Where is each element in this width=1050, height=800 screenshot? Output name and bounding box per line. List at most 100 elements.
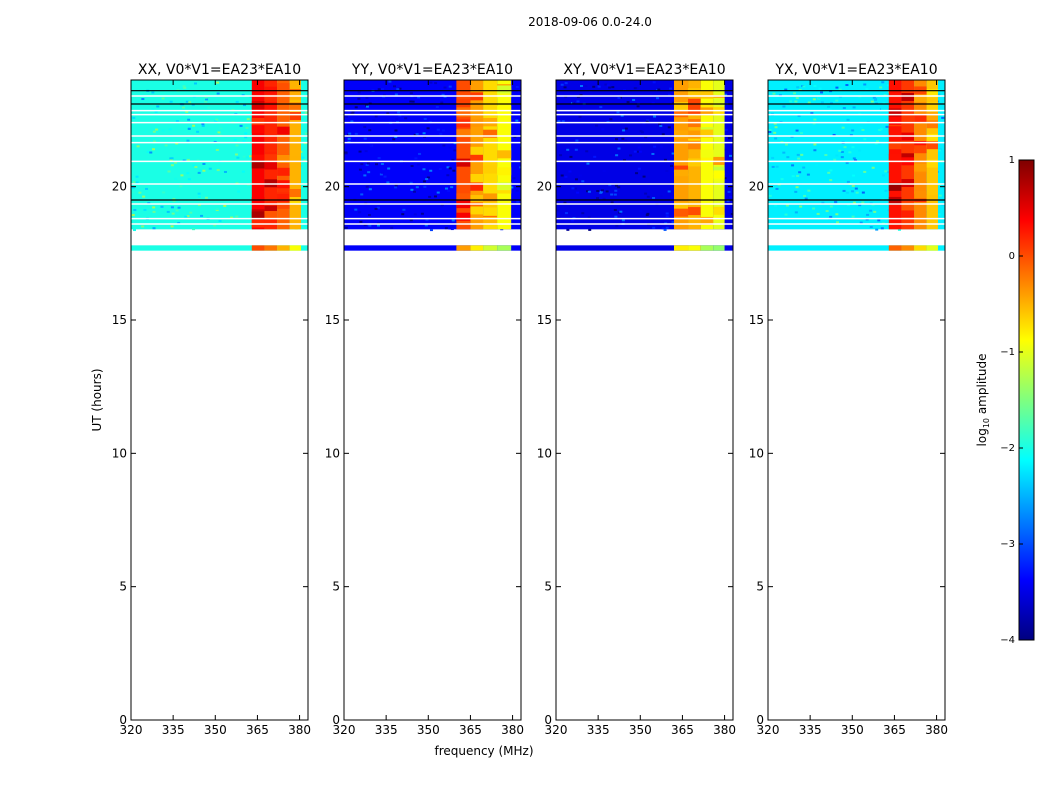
heatmap-speckle [626, 101, 630, 104]
heatmap-speckle [846, 204, 850, 207]
heatmap-speckle [204, 100, 208, 103]
heatmap-speckle [938, 149, 942, 152]
heatmap-band-cell [914, 94, 927, 103]
heatmap-band-cell [497, 182, 512, 191]
heatmap-speckle [422, 180, 426, 183]
heatmap-speckle [726, 199, 730, 202]
y-tick-label: 0 [544, 713, 552, 727]
heatmap-speckle [425, 218, 429, 221]
heatmap-speckle [616, 111, 620, 114]
heatmap-speckle [727, 137, 731, 140]
heatmap-speckle [879, 128, 883, 131]
heatmap-speckle [207, 106, 211, 109]
heatmap-speckle [780, 178, 784, 181]
heatmap-background-lower [768, 245, 945, 251]
heatmap-speckle [175, 209, 179, 212]
panel-title: XY, V0*V1=EA23*EA10 [563, 62, 725, 78]
heatmap-speckle [620, 114, 624, 117]
heatmap-speckle [133, 229, 137, 232]
heatmap-speckle [587, 190, 591, 193]
heatmap-speckle [825, 210, 829, 213]
heatmap-speckle [383, 175, 387, 178]
y-tick-label: 10 [749, 446, 764, 460]
heatmap-speckle [614, 215, 618, 218]
heatmap-speckle [388, 80, 392, 83]
heatmap-band [483, 80, 498, 230]
heatmap-speckle [304, 111, 308, 114]
heatmap-speckle [937, 89, 941, 92]
heatmap-band-cell [456, 129, 471, 138]
panel-heatmap [344, 80, 521, 251]
heatmap-band-cell [456, 212, 471, 221]
heatmap-speckle [180, 174, 184, 177]
heatmap-band-lower [674, 245, 689, 251]
heatmap-speckle [167, 170, 171, 173]
heatmap-background-lower [131, 245, 308, 251]
heatmap-speckle [409, 92, 413, 95]
heatmap-speckle [171, 212, 175, 215]
heatmap-speckle [774, 126, 778, 129]
heatmap-speckle [579, 84, 583, 87]
heatmap-speckle [873, 210, 877, 213]
heatmap-band-cell [688, 207, 701, 216]
heatmap-speckle [169, 158, 173, 161]
y-tick-label: 5 [756, 580, 764, 594]
panel-xy: XY, V0*V1=EA23*EA10 320 335 350 365 380 0 5 10 15… [537, 62, 736, 737]
heatmap-band-cell [264, 143, 278, 152]
heatmap-speckle [615, 138, 619, 141]
heatmap-speckle [187, 178, 191, 181]
y-tick-label: 15 [749, 313, 764, 327]
heatmap-speckle [866, 213, 870, 216]
heatmap-speckle [516, 200, 520, 203]
heatmap-band-lower [901, 245, 915, 251]
x-tick-label: 365 [883, 723, 906, 737]
heatmap-speckle [357, 188, 361, 191]
heatmap-speckle [168, 128, 172, 131]
heatmap-speckle [609, 118, 613, 121]
heatmap-speckle [202, 169, 206, 172]
heatmap-band-cell [888, 196, 902, 205]
heatmap-band-cell [456, 193, 471, 202]
heatmap-speckle [166, 210, 170, 213]
heatmap-speckle [366, 162, 370, 165]
heatmap-speckle [514, 91, 518, 94]
heatmap-band-cell [483, 165, 498, 174]
heatmap-speckle [802, 166, 806, 169]
heatmap-speckle [871, 166, 875, 169]
heatmap-speckle [622, 158, 626, 161]
heatmap-speckle [214, 132, 218, 135]
heatmap-speckle [617, 97, 621, 100]
heatmap-speckle [354, 106, 358, 109]
heatmap-speckle [344, 226, 348, 229]
heatmap-speckle [175, 119, 179, 122]
heatmap-speckle [208, 167, 212, 170]
heatmap-speckle [569, 155, 573, 158]
heatmap-speckle [881, 81, 885, 84]
heatmap-speckle [854, 187, 858, 190]
heatmap-speckle [241, 94, 245, 97]
heatmap-speckle [858, 204, 862, 207]
heatmap-speckle [614, 189, 618, 192]
heatmap-speckle [447, 189, 451, 192]
heatmap-speckle [420, 212, 424, 215]
colorbar-label-subscript: 10 [982, 418, 991, 428]
heatmap-band-cell [700, 216, 714, 225]
heatmap-speckle [152, 130, 156, 133]
heatmap-band-cell [264, 154, 278, 163]
heatmap-speckle [249, 155, 253, 158]
heatmap-band-cell [277, 167, 290, 176]
heatmap-band-cell [926, 102, 938, 111]
heatmap-speckle [835, 86, 839, 89]
y-tick-label: 20 [325, 180, 340, 194]
heatmap-speckle [303, 159, 307, 162]
heatmap-speckle [425, 178, 429, 181]
x-tick-label: 335 [375, 723, 398, 737]
heatmap-speckle [375, 163, 379, 166]
heatmap-speckle [386, 181, 390, 184]
heatmap-speckle [357, 97, 361, 100]
heatmap-band-cell [700, 149, 714, 158]
heatmap-speckle [852, 157, 856, 160]
heatmap-speckle [235, 215, 239, 218]
heatmap-speckle [346, 133, 350, 136]
x-tick-label: 365 [459, 723, 482, 737]
